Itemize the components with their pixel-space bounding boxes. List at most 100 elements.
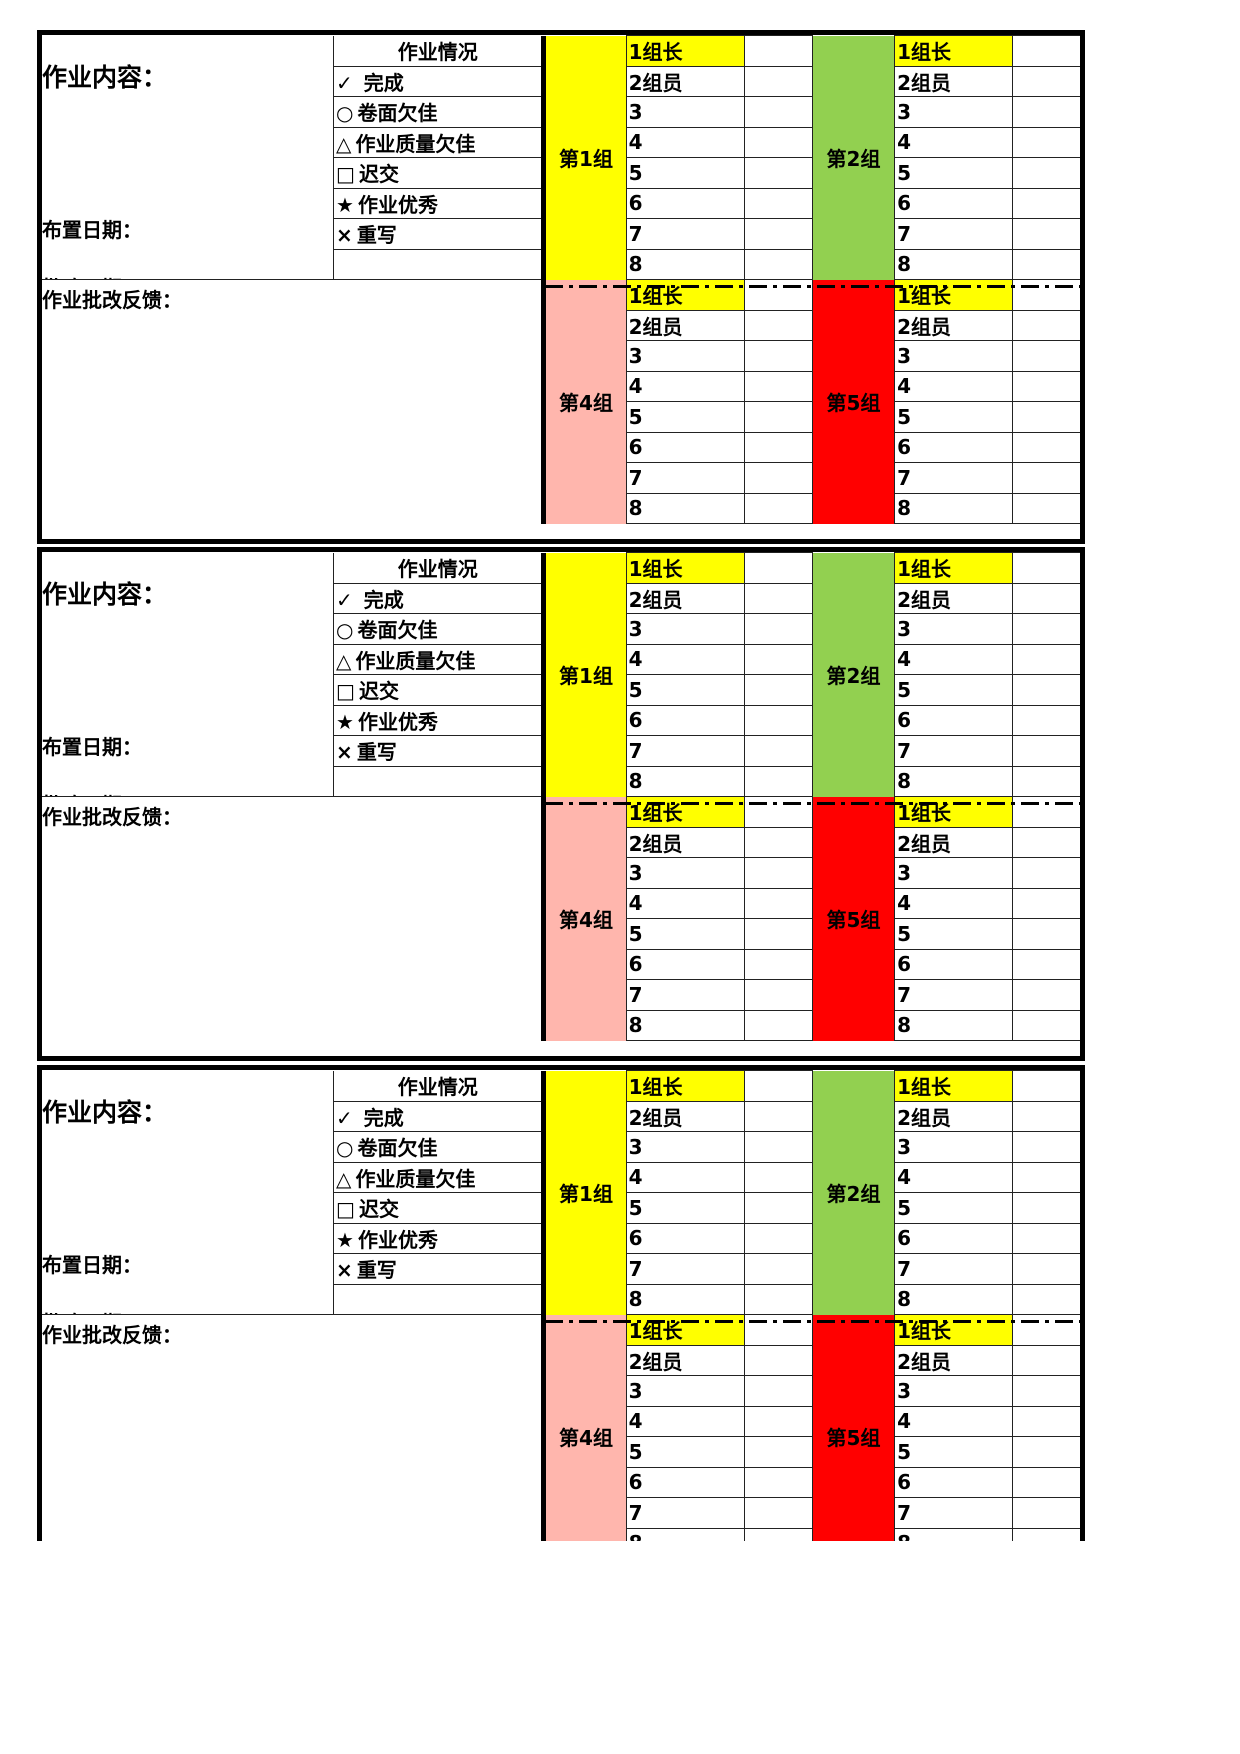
score-cell[interactable] <box>1012 462 1080 494</box>
score-cell[interactable] <box>1012 1375 1080 1407</box>
score-cell[interactable] <box>1012 1314 1080 1346</box>
score-cell[interactable] <box>1012 826 1080 858</box>
score-cell[interactable] <box>743 248 813 280</box>
score-cell[interactable] <box>743 1497 813 1529</box>
score-cell[interactable] <box>743 643 813 675</box>
score-cell[interactable] <box>1012 704 1080 736</box>
score-cell[interactable] <box>743 431 813 463</box>
score-cell[interactable] <box>743 948 813 980</box>
score-cell[interactable] <box>1012 765 1080 797</box>
score-cell[interactable] <box>1012 126 1080 158</box>
score-cell[interactable] <box>743 1070 813 1102</box>
score-cell[interactable] <box>1012 1070 1080 1102</box>
score-cell[interactable] <box>743 826 813 858</box>
score-cell[interactable] <box>743 765 813 797</box>
score-cell[interactable] <box>1012 887 1080 919</box>
score-cell[interactable] <box>1012 248 1080 280</box>
score-cell[interactable] <box>1012 401 1080 433</box>
score-cell[interactable] <box>1012 279 1080 311</box>
score-cell[interactable] <box>1012 1344 1080 1376</box>
score-cell[interactable] <box>743 857 813 889</box>
homework-info-cell[interactable]: 作业内容： 布置日期： 批改日期： <box>42 35 335 280</box>
score-cell[interactable] <box>1012 1222 1080 1254</box>
score-cell[interactable] <box>1012 1436 1080 1468</box>
score-cell[interactable] <box>1012 1466 1080 1498</box>
score-cell[interactable] <box>743 1283 813 1315</box>
score-cell[interactable] <box>743 1466 813 1498</box>
score-cell[interactable] <box>743 1344 813 1376</box>
feedback-cell[interactable]: 作业批改反馈： <box>42 796 545 1041</box>
score-cell[interactable] <box>743 735 813 767</box>
score-cell[interactable] <box>743 979 813 1011</box>
score-cell[interactable] <box>1012 218 1080 250</box>
score-cell[interactable] <box>743 340 813 372</box>
score-cell[interactable] <box>1012 340 1080 372</box>
score-cell[interactable] <box>1012 979 1080 1011</box>
score-cell[interactable] <box>743 704 813 736</box>
score-cell[interactable] <box>1012 796 1080 828</box>
feedback-cell[interactable]: 作业批改反馈： <box>42 279 545 524</box>
score-cell[interactable] <box>1012 918 1080 950</box>
score-cell[interactable] <box>1012 613 1080 645</box>
score-cell[interactable] <box>1012 948 1080 980</box>
score-cell[interactable] <box>1012 1161 1080 1193</box>
score-cell[interactable] <box>1012 492 1080 524</box>
score-cell[interactable] <box>1012 857 1080 889</box>
score-cell[interactable] <box>743 1253 813 1285</box>
score-cell[interactable] <box>743 1405 813 1437</box>
score-cell[interactable] <box>1012 1283 1080 1315</box>
score-cell[interactable] <box>743 1161 813 1193</box>
score-cell[interactable] <box>1012 674 1080 706</box>
score-cell[interactable] <box>1012 1100 1080 1132</box>
score-cell[interactable] <box>743 1314 813 1346</box>
homework-info-cell[interactable]: 作业内容： 布置日期： 批改日期： <box>42 552 335 797</box>
score-cell[interactable] <box>743 1131 813 1163</box>
score-cell[interactable] <box>743 35 813 67</box>
score-cell[interactable] <box>1012 309 1080 341</box>
score-cell[interactable] <box>743 65 813 97</box>
score-cell[interactable] <box>743 1192 813 1224</box>
score-cell[interactable] <box>1012 1192 1080 1224</box>
score-cell[interactable] <box>743 1436 813 1468</box>
score-cell[interactable] <box>743 582 813 614</box>
score-cell[interactable] <box>1012 157 1080 189</box>
score-cell[interactable] <box>743 887 813 919</box>
score-cell[interactable] <box>1012 643 1080 675</box>
score-cell[interactable] <box>743 918 813 950</box>
homework-info-cell[interactable]: 作业内容： 布置日期： 批改日期： <box>42 1070 335 1315</box>
feedback-cell[interactable]: 作业批改反馈： <box>42 1314 545 1541</box>
score-cell[interactable] <box>1012 65 1080 97</box>
score-cell[interactable] <box>743 126 813 158</box>
score-cell[interactable] <box>743 613 813 645</box>
score-cell[interactable] <box>1012 1009 1080 1041</box>
score-cell[interactable] <box>743 1100 813 1132</box>
score-cell[interactable] <box>743 1375 813 1407</box>
score-cell[interactable] <box>1012 1253 1080 1285</box>
score-cell[interactable] <box>743 157 813 189</box>
score-cell[interactable] <box>1012 1527 1080 1541</box>
score-cell[interactable] <box>743 401 813 433</box>
score-cell[interactable] <box>1012 96 1080 128</box>
score-cell[interactable] <box>743 309 813 341</box>
score-cell[interactable] <box>1012 35 1080 67</box>
score-cell[interactable] <box>1012 582 1080 614</box>
score-cell[interactable] <box>743 187 813 219</box>
score-cell[interactable] <box>743 492 813 524</box>
score-cell[interactable] <box>1012 552 1080 584</box>
score-cell[interactable] <box>743 1009 813 1041</box>
score-cell[interactable] <box>743 674 813 706</box>
score-cell[interactable] <box>1012 431 1080 463</box>
score-cell[interactable] <box>743 370 813 402</box>
score-cell[interactable] <box>743 552 813 584</box>
score-cell[interactable] <box>1012 1131 1080 1163</box>
score-cell[interactable] <box>1012 1497 1080 1529</box>
score-cell[interactable] <box>1012 370 1080 402</box>
score-cell[interactable] <box>1012 1405 1080 1437</box>
score-cell[interactable] <box>743 1527 813 1541</box>
score-cell[interactable] <box>743 462 813 494</box>
score-cell[interactable] <box>1012 735 1080 767</box>
score-cell[interactable] <box>743 1222 813 1254</box>
score-cell[interactable] <box>743 96 813 128</box>
score-cell[interactable] <box>1012 187 1080 219</box>
score-cell[interactable] <box>743 218 813 250</box>
